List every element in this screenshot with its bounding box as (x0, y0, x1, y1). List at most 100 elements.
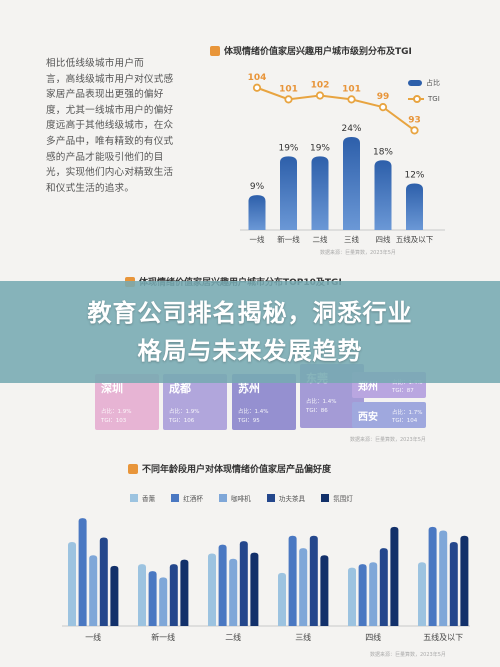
chart3-bar (180, 559, 189, 626)
paragraph-line: 相比低线级城市用户而 (46, 58, 144, 69)
chart3-bar (99, 537, 108, 626)
title-banner: 教育公司排名揭秘，洞悉行业 格局与未来发展趋势 (0, 281, 500, 383)
paragraph-line: 光，实现他们内心对精致生活 (46, 167, 174, 179)
chart3-bar (439, 530, 448, 626)
chart3-source: 数据来源：巨量算数，2023年5月 (370, 652, 446, 658)
paragraph-line: 度远高于其他线级城市，在众 (46, 120, 174, 132)
chart1-bar (374, 160, 392, 230)
chart3-tick-label: 新一线 (151, 632, 175, 642)
chart1-bar-label: 24% (341, 124, 361, 134)
city-tile: 深圳 占比：1.9% TGI：103 (95, 374, 159, 430)
chart1-bar (343, 137, 360, 230)
chart1-bar (248, 195, 266, 230)
chart3-bar (299, 548, 308, 626)
chart3-bar (218, 544, 227, 626)
legend-bar-swatch (408, 80, 422, 86)
chart3-title-text: 不同年龄段用户对体现情绪价值家居产品偏好度 (142, 465, 332, 475)
legend-label: 红酒杯 (183, 495, 203, 503)
city-tile: 苏州占比：1.4% TGI：95 (232, 374, 296, 430)
paragraph-line: 言，高线级城市用户对仪式感 (46, 73, 174, 85)
chart1-bar-label: 12% (404, 171, 424, 181)
legend-swatch (321, 494, 330, 502)
chart1-tick-label: 新一线 (277, 234, 300, 244)
chart1-tgi-line (256, 86, 416, 132)
chart3-bar (390, 526, 399, 626)
chart1-bar-label: 19% (278, 143, 298, 153)
chart3-legend-item: 氛围灯 (321, 493, 353, 503)
chart3-bar (278, 572, 286, 626)
chart1-tgi-label: 102 (311, 81, 330, 91)
chart3-bar (68, 541, 76, 626)
chart3-legend-item: 功夫茶具 (266, 493, 306, 503)
chart1-title-text: 体现情绪价值家居兴趣用户城市级别分布及TGI (224, 47, 412, 57)
chart1-bar (311, 156, 329, 230)
chart3-tick-label: 一线 (85, 632, 101, 642)
chart3-bar (110, 565, 119, 626)
chart3-bar (309, 535, 318, 626)
chart1-tick-label: 二线 (313, 234, 328, 244)
legend-swatch (218, 494, 227, 502)
banner-title-line1: 教育公司排名揭秘，洞悉行业 (87, 299, 413, 327)
chart1-bar (280, 156, 297, 230)
city-tgi: TGI：106 (169, 418, 195, 424)
chart3-legend-item: 咖啡机 (218, 493, 251, 503)
chart3-bar (428, 526, 437, 626)
chart3-tick-label: 四线 (365, 632, 381, 642)
chart1-tgi-label: 101 (342, 84, 361, 94)
city-name: 郑州 (358, 382, 378, 393)
city-name: 苏州 (238, 382, 260, 395)
legend-label: 功夫茶具 (278, 495, 306, 503)
chart1-tick-label: 三线 (344, 234, 359, 244)
chart3-tick-label: 三线 (295, 632, 311, 642)
legend-bar-label: 占比 (426, 79, 440, 87)
city-name: 成都 (169, 382, 191, 395)
chart3-bar (348, 567, 356, 626)
legend-label: 氛围灯 (333, 495, 353, 503)
legend-line-swatch (408, 95, 424, 103)
chart1-tick-label: 一线 (250, 234, 265, 244)
chart1: 9% 一线 19% 新一线 19% 二线 24% 三线 18% 四线 12% 五线及以下 104 101 1… (240, 73, 445, 244)
title-marker-icon (128, 463, 138, 474)
chart3-legend: 香薰 红酒杯 咖啡机 功夫茶具 氛围灯 (130, 493, 369, 503)
city-share: 占比：1.9% (101, 409, 132, 415)
city-tile: 西安 占比：1.7% TGI：104 (352, 402, 426, 428)
city-name: 西安 (358, 412, 378, 423)
city-share: 占比：1.4% (392, 380, 423, 386)
chart3-legend-item: 香薰 (130, 493, 155, 503)
chart1-tick-label: 四线 (376, 234, 391, 244)
chart1-tgi-point (410, 126, 419, 135)
chart1-tgi-label: 101 (279, 84, 298, 94)
city-share: 占比：1.9% (169, 409, 200, 415)
chart3-legend-item: 红酒杯 (171, 493, 203, 503)
chart1-tgi-point (347, 95, 356, 104)
chart1-tgi-label: 93 (408, 115, 421, 125)
chart3-bar (358, 564, 367, 626)
chart1-bar-label: 18% (373, 147, 393, 157)
chart3-bar (208, 553, 216, 626)
city-tgi: TGI：104 (392, 418, 418, 424)
chart1-bar (406, 183, 423, 230)
chart2-source: 数据来源：巨量算数，2023年5月 (350, 437, 426, 443)
chart3-bar (320, 555, 329, 626)
chart3-bar (369, 562, 378, 626)
paragraph-line: 感的产品才能吸引他们的目 (46, 151, 164, 163)
chart1-tgi-label: 99 (377, 92, 390, 102)
chart1-tgi-point (284, 95, 293, 104)
city-share: 占比：1.4% (238, 409, 269, 415)
city-share: 占比：1.7% (392, 410, 423, 416)
paragraph-line: 多产品中，唯有精致的有仪式 (46, 135, 174, 147)
chart3-tick-label: 五线及以下 (423, 632, 463, 642)
chart3-bar (379, 548, 388, 626)
chart1-tgi-point (315, 91, 325, 100)
chart3-bar (229, 558, 238, 626)
legend-label: 香薰 (142, 495, 156, 503)
legend-line-label: TGI (428, 95, 440, 103)
legend-swatch (130, 494, 138, 502)
chart1-bar-label: 9% (250, 182, 265, 192)
city-tgi: TGI：95 (238, 418, 260, 424)
section1-paragraph: 相比低线级城市用户而 言，高线级城市用户对仪式感 家居产品表现出更强的偏好 度，尤其一… (46, 56, 196, 196)
legend-swatch (266, 494, 275, 502)
chart1-legend: 占比 TGI (408, 75, 440, 107)
